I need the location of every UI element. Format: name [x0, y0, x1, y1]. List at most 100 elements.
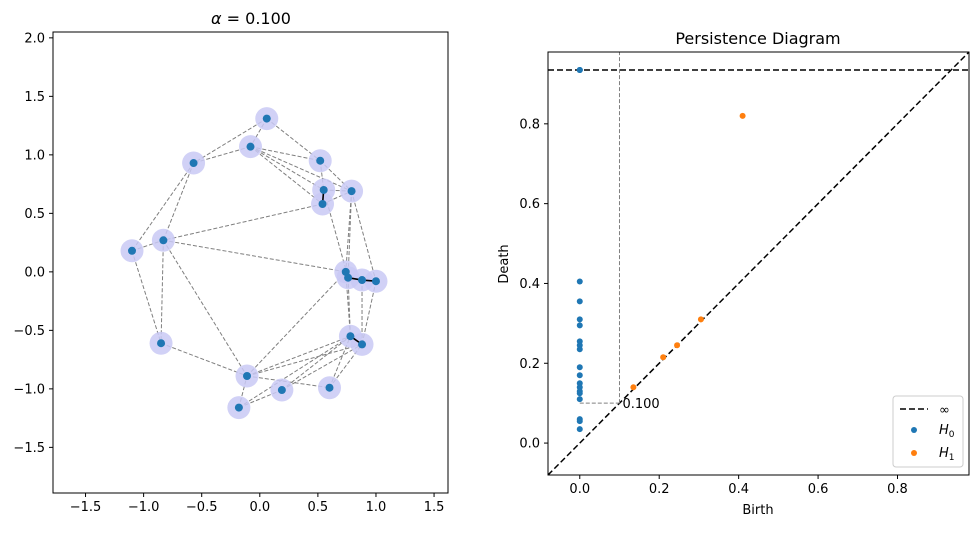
h0-point [576, 418, 583, 425]
h1-points [630, 112, 746, 391]
alpha-balls [120, 107, 388, 420]
data-point [318, 199, 327, 208]
legend-h0-swatch [911, 427, 917, 433]
legend-box [892, 395, 964, 468]
left-chart-title: α = 0.100 [211, 9, 291, 28]
point-cloud [128, 114, 380, 412]
y-tick-label: −1.0 [13, 382, 45, 397]
legend-h1-swatch [911, 450, 917, 456]
y-tick-label: 0.0 [519, 437, 540, 452]
complex-edge [250, 146, 324, 191]
x-tick-label: 1.0 [366, 500, 387, 515]
left-title-alpha: α [211, 9, 222, 28]
h0-point [576, 316, 583, 323]
complex-edge [351, 190, 377, 282]
data-point [347, 187, 356, 196]
x-axis-label: Birth [742, 503, 773, 518]
y-tick-label: 0.2 [519, 357, 540, 372]
legend-h0-base: H [939, 423, 949, 438]
data-point [262, 114, 271, 123]
legend-h0-label: H0 [939, 423, 955, 440]
h1-point [630, 384, 637, 391]
y-tick-label: 0.0 [24, 265, 45, 280]
legend-infinity-label: ∞ [939, 403, 950, 418]
complex-edge [131, 250, 162, 344]
y-axis-label: Death [497, 244, 512, 283]
data-point [316, 156, 325, 165]
right-x-axis-ticks: 0.0 0.2 0.4 0.6 0.8 [569, 475, 908, 497]
data-point [346, 332, 355, 341]
h0-point [576, 278, 583, 285]
h0-point [576, 390, 583, 397]
complex-edge [323, 189, 352, 192]
data-point [277, 386, 286, 395]
data-point [234, 403, 243, 412]
data-point [159, 236, 168, 245]
x-tick-label: −1.0 [128, 500, 160, 515]
complex-edge [160, 342, 248, 377]
data-point [325, 383, 334, 392]
y-tick-label: 0.6 [519, 197, 540, 212]
h0-point [576, 396, 583, 403]
h0-point [576, 372, 583, 379]
complex-edge [250, 146, 323, 205]
right-axes-frame [547, 51, 970, 476]
y-tick-label: 0.8 [519, 117, 540, 132]
legend-h1-base: H [939, 446, 949, 461]
complex-edge [162, 240, 248, 377]
complex-edge [246, 271, 347, 377]
data-point [358, 276, 367, 285]
complex-edge [193, 118, 268, 164]
h0-point [576, 322, 583, 329]
y-tick-label: −1.5 [13, 441, 45, 456]
legend: ∞ H0 H1 [892, 395, 964, 468]
y-tick-label: 2.0 [24, 31, 45, 46]
complex-edge [246, 335, 351, 377]
x-tick-label: 0.5 [308, 500, 329, 515]
y-tick-label: −0.5 [13, 324, 45, 339]
left-y-axis-ticks: −1.5 −1.0 −0.5 0.0 0.5 1.0 1.5 2.0 [13, 31, 53, 456]
x-tick-label: 0.4 [728, 482, 749, 497]
x-tick-label: −1.5 [70, 500, 102, 515]
left-axes-frame [52, 31, 449, 494]
complex-edge [163, 239, 346, 273]
complex-edge [246, 375, 330, 389]
left-title-value: = 0.100 [222, 9, 291, 28]
y-tick-label: 0.5 [24, 207, 45, 222]
right-y-axis-ticks: 0.0 0.2 0.4 0.6 0.8 [519, 117, 548, 452]
data-point [371, 277, 380, 286]
data-point [189, 159, 198, 168]
data-point [243, 371, 252, 380]
diagonal-line [548, 52, 969, 475]
h0-point [576, 66, 583, 73]
alpha-annotation: 0.100 [622, 397, 659, 412]
complex-edge [246, 343, 363, 377]
alpha-complex-panel: α = 0.100 −1.5 −1.0 −0.5 0.0 0.5 1.0 1.5 −1.5 −… [13, 9, 449, 515]
legend-h0-sub: 0 [949, 430, 955, 440]
data-point [128, 246, 136, 255]
h1-point [674, 342, 681, 349]
complex-edge [163, 203, 323, 241]
data-point [246, 142, 255, 151]
h1-point [739, 112, 746, 119]
h0-point [576, 364, 583, 371]
y-tick-label: 0.4 [519, 277, 540, 292]
data-point [344, 273, 353, 282]
x-tick-label: 0.2 [649, 482, 670, 497]
h0-point [576, 298, 583, 305]
legend-h1-sub: 1 [949, 453, 955, 463]
complex-edge [345, 271, 351, 337]
complex-edge [361, 281, 377, 345]
x-tick-label: 0.0 [569, 482, 590, 497]
x-tick-label: 0.8 [887, 482, 908, 497]
data-point [157, 339, 166, 348]
h0-point [576, 346, 583, 353]
right-chart-title: Persistence Diagram [675, 29, 840, 48]
left-x-axis-ticks: −1.5 −1.0 −0.5 0.0 0.5 1.0 1.5 [70, 493, 445, 515]
x-tick-label: 1.5 [424, 500, 445, 515]
complex-edge [238, 335, 351, 409]
y-tick-label: 1.5 [24, 90, 45, 105]
persistence-diagram-panel: Persistence Diagram 0.100 0.0 0.2 0.4 0.6 0.… [497, 29, 970, 518]
h1-point [697, 316, 704, 323]
